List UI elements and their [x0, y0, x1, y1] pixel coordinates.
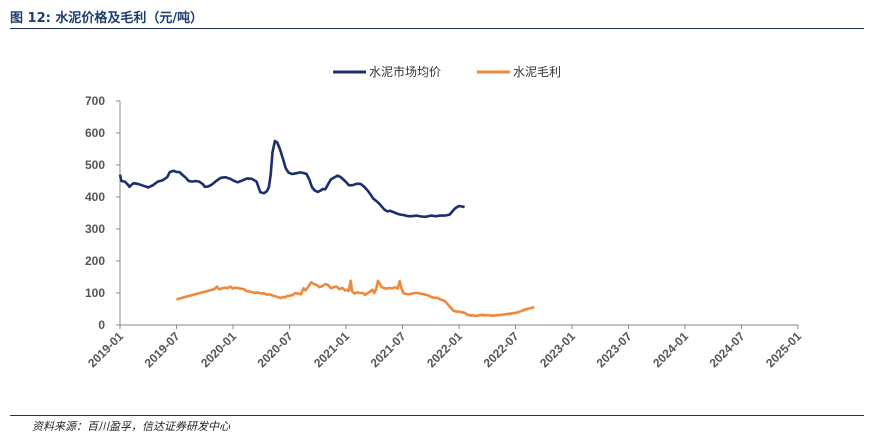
y-tick-label: 600 — [85, 126, 105, 140]
legend-label-margin: 水泥毛利 — [513, 65, 561, 79]
figure-title: 图 12: 水泥价格及毛利（元/吨） — [10, 11, 204, 26]
x-tick-label: 2021-07 — [368, 329, 409, 370]
source-note: 资料来源：百川盈孚，信达证券研发中心 — [32, 420, 230, 433]
legend: 水泥市场均价 水泥毛利 — [333, 64, 561, 79]
y-tick-label: 0 — [98, 318, 105, 332]
x-tick-label: 2019-01 — [85, 329, 126, 370]
x-tick-label: 2019-07 — [142, 329, 183, 370]
y-tick-label: 400 — [85, 190, 105, 204]
x-tick-label: 2022-01 — [424, 329, 465, 370]
series-group — [118, 139, 535, 318]
series-line-price — [118, 139, 466, 219]
y-tick-label: 500 — [85, 158, 105, 172]
y-tick-label: 100 — [85, 286, 105, 300]
chart: 水泥市场均价 水泥毛利 0 100 200 300 400 500 600 700 2019-0… — [85, 64, 804, 370]
series-line-margin — [176, 279, 535, 318]
x-tick-label: 2021-01 — [311, 329, 352, 370]
x-tick-label: 2023-01 — [537, 329, 578, 370]
x-tick-label: 2023-07 — [594, 329, 635, 370]
x-tick-label: 2024-01 — [650, 329, 691, 370]
x-tick-label: 2020-01 — [198, 329, 239, 370]
y-tick-label: 200 — [85, 254, 105, 268]
x-tick-label: 2025-01 — [763, 329, 804, 370]
x-tick-label: 2020-07 — [255, 329, 296, 370]
x-tick-label: 2022-07 — [481, 329, 522, 370]
y-tick-label: 700 — [85, 94, 105, 108]
title-rule — [10, 28, 864, 29]
axes: 0 100 200 300 400 500 600 700 2019-01 2019-07 2020… — [85, 94, 804, 370]
legend-label-price: 水泥市场均价 — [369, 64, 441, 79]
y-tick-label: 300 — [85, 222, 105, 236]
x-tick-label: 2024-07 — [707, 329, 748, 370]
footer-rule — [10, 415, 864, 416]
